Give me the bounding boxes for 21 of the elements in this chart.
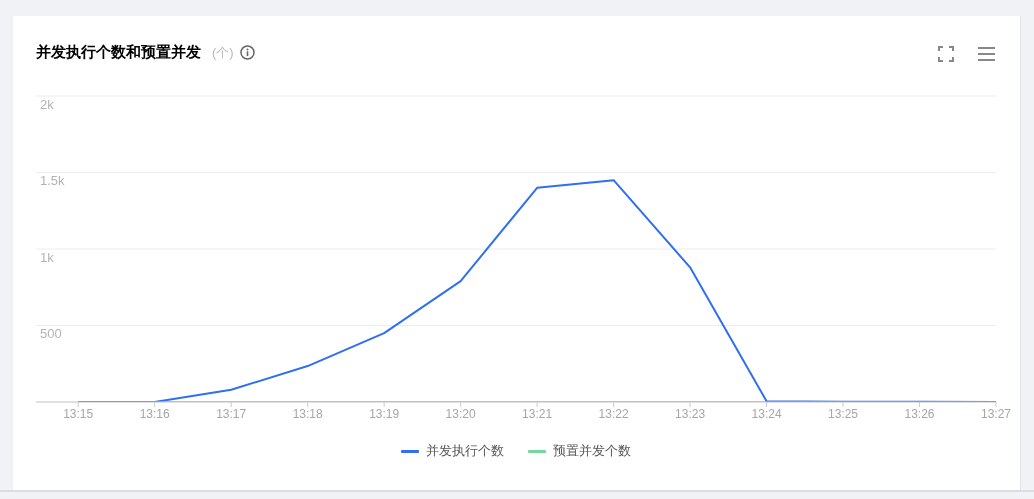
x-tick-label: 13:24 (751, 406, 782, 421)
x-tick-label: 13:18 (292, 406, 323, 421)
x-tick-label: 13:19 (369, 406, 400, 421)
y-tick-label: 1k (40, 249, 55, 265)
chart-title: 并发执行个数和预置并发 (36, 43, 201, 62)
y-tick-label: 2k (40, 96, 55, 112)
x-tick-label: 13:26 (904, 406, 935, 421)
x-tick-label: 13:25 (828, 406, 859, 421)
legend-label: 并发执行个数 (426, 442, 504, 460)
x-tick-label: 13:23 (675, 406, 706, 421)
x-tick-label: 13:17 (216, 406, 247, 421)
legend-label: 预置并发个数 (553, 442, 631, 460)
chart-subtitle: (个) (212, 43, 234, 62)
y-tick-label: 1.5k (40, 173, 66, 189)
x-tick-label: 13:27 (980, 406, 1012, 421)
x-tick-label: 13:16 (139, 406, 171, 421)
x-tick-label: 13:21 (522, 406, 553, 421)
x-tick-label: 13:15 (63, 406, 94, 421)
y-tick-label: 500 (40, 326, 62, 342)
x-tick-label: 13:20 (445, 406, 476, 421)
x-tick-label: 13:22 (598, 406, 629, 421)
